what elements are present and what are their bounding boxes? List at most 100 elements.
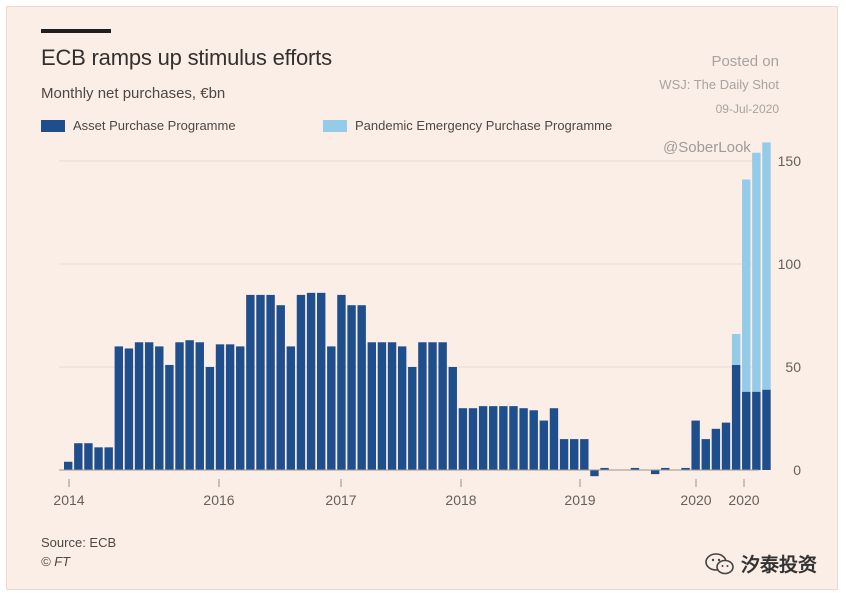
bar-app [327,346,336,470]
chart-card: ECB ramps up stimulus efforts Monthly ne… [6,6,838,590]
bar-app [114,346,123,470]
bar-app [215,344,225,470]
bar-app [489,406,498,470]
bar-app [185,340,194,470]
bar-app [256,294,265,470]
bar-app [104,447,113,470]
bar-app [94,447,103,470]
y-tick-label: 100 [778,256,802,272]
bar-app [64,461,73,470]
x-tick-label: 2017 [325,492,356,508]
bar-app [124,348,134,470]
x-tick-label: 2020 [680,492,711,508]
bar-app [266,294,275,470]
bar-app [742,391,751,470]
bar-app [721,422,731,470]
bar-app [570,439,579,470]
bar-app [317,292,326,470]
x-tick-label: 2020 [728,492,759,508]
bar-app [205,367,215,470]
y-tick-label: 50 [785,359,801,375]
bar-pepp [731,334,741,365]
bar-app [711,428,721,470]
bar-app [276,305,285,470]
bar-app [661,467,670,470]
x-tick-label: 2016 [203,492,234,508]
bar-app [347,305,356,470]
watermark-date: 09-Jul-2020 [715,102,779,116]
bar-app [448,367,457,470]
bar-app [337,294,346,470]
bar-app [296,294,306,470]
bar-app [428,342,437,470]
bar-app [144,342,154,470]
x-tick-label: 2019 [564,492,595,508]
bar-pepp [752,152,761,392]
bar-app [155,346,164,470]
bar-app [236,346,245,470]
bar-app [681,467,690,470]
bar-app [438,342,447,470]
legend-label-pepp: Pandemic Emergency Purchase Programme [355,118,613,133]
bar-app [175,342,184,470]
bar-chart: 0 50 100 150 2014 2016 2017 2018 2019 2020 2020 [53,142,802,508]
bar-app [458,408,468,470]
bar-app [478,406,488,470]
chart-subtitle: Monthly net purchases, €bn [41,85,226,102]
bar-app [752,391,761,470]
bar-app [84,443,93,470]
source-note: Source: ECB [41,535,117,550]
copyright-note: © FT [41,554,71,569]
bar-app [499,406,508,470]
bar-app [468,408,478,470]
watermark-posted-on: Posted on [711,53,779,70]
chart-title: ECB ramps up stimulus efforts [41,45,332,70]
bar-app [418,342,427,470]
bar-app [397,346,407,470]
bar-app [762,389,771,470]
bar-app [559,439,569,470]
bar-app [630,467,640,470]
bar-app [165,364,174,470]
bar-app [377,342,387,470]
legend-item-app: Asset Purchase Programme [41,118,236,133]
bar-app [246,294,255,470]
bar-pepp [742,179,751,392]
bar-app [74,443,83,470]
bar-app [519,408,528,470]
legend-item-pepp: Pandemic Emergency Purchase Programme [323,118,612,133]
bar-app [590,470,599,477]
watermark-publication: WSJ: The Daily Shot [659,77,779,92]
bar-app [650,470,660,475]
y-tick-label: 150 [778,153,802,169]
bar-app [306,292,316,470]
bar-app [549,408,559,470]
bar-app [580,439,589,470]
x-tick-label: 2018 [445,492,476,508]
x-tick-label: 2014 [53,492,84,508]
y-tick-label: 0 [793,462,801,478]
bar-app [529,410,538,470]
bar-app [357,305,366,470]
legend-swatch-pepp [323,119,347,132]
legend-swatch-app [41,119,65,132]
bar-app [367,342,376,470]
bar-app [509,406,518,470]
bar-app [408,367,417,470]
bar-app [701,439,710,470]
bar-app [286,346,296,470]
wechat-watermark: 汐泰投资 [705,550,817,577]
bar-app [387,342,397,470]
bar-app [195,342,204,470]
bar-app [539,420,549,470]
bar-app [134,342,144,470]
bar-app [731,364,741,470]
title-accent-bar [41,29,111,33]
bar-app [691,420,700,470]
watermark-handle: @SoberLook [663,139,751,156]
bar-app [600,467,609,470]
bar-pepp [762,142,771,390]
wechat-icon [705,552,734,574]
bar-app [225,344,235,470]
legend-label-app: Asset Purchase Programme [73,118,236,133]
